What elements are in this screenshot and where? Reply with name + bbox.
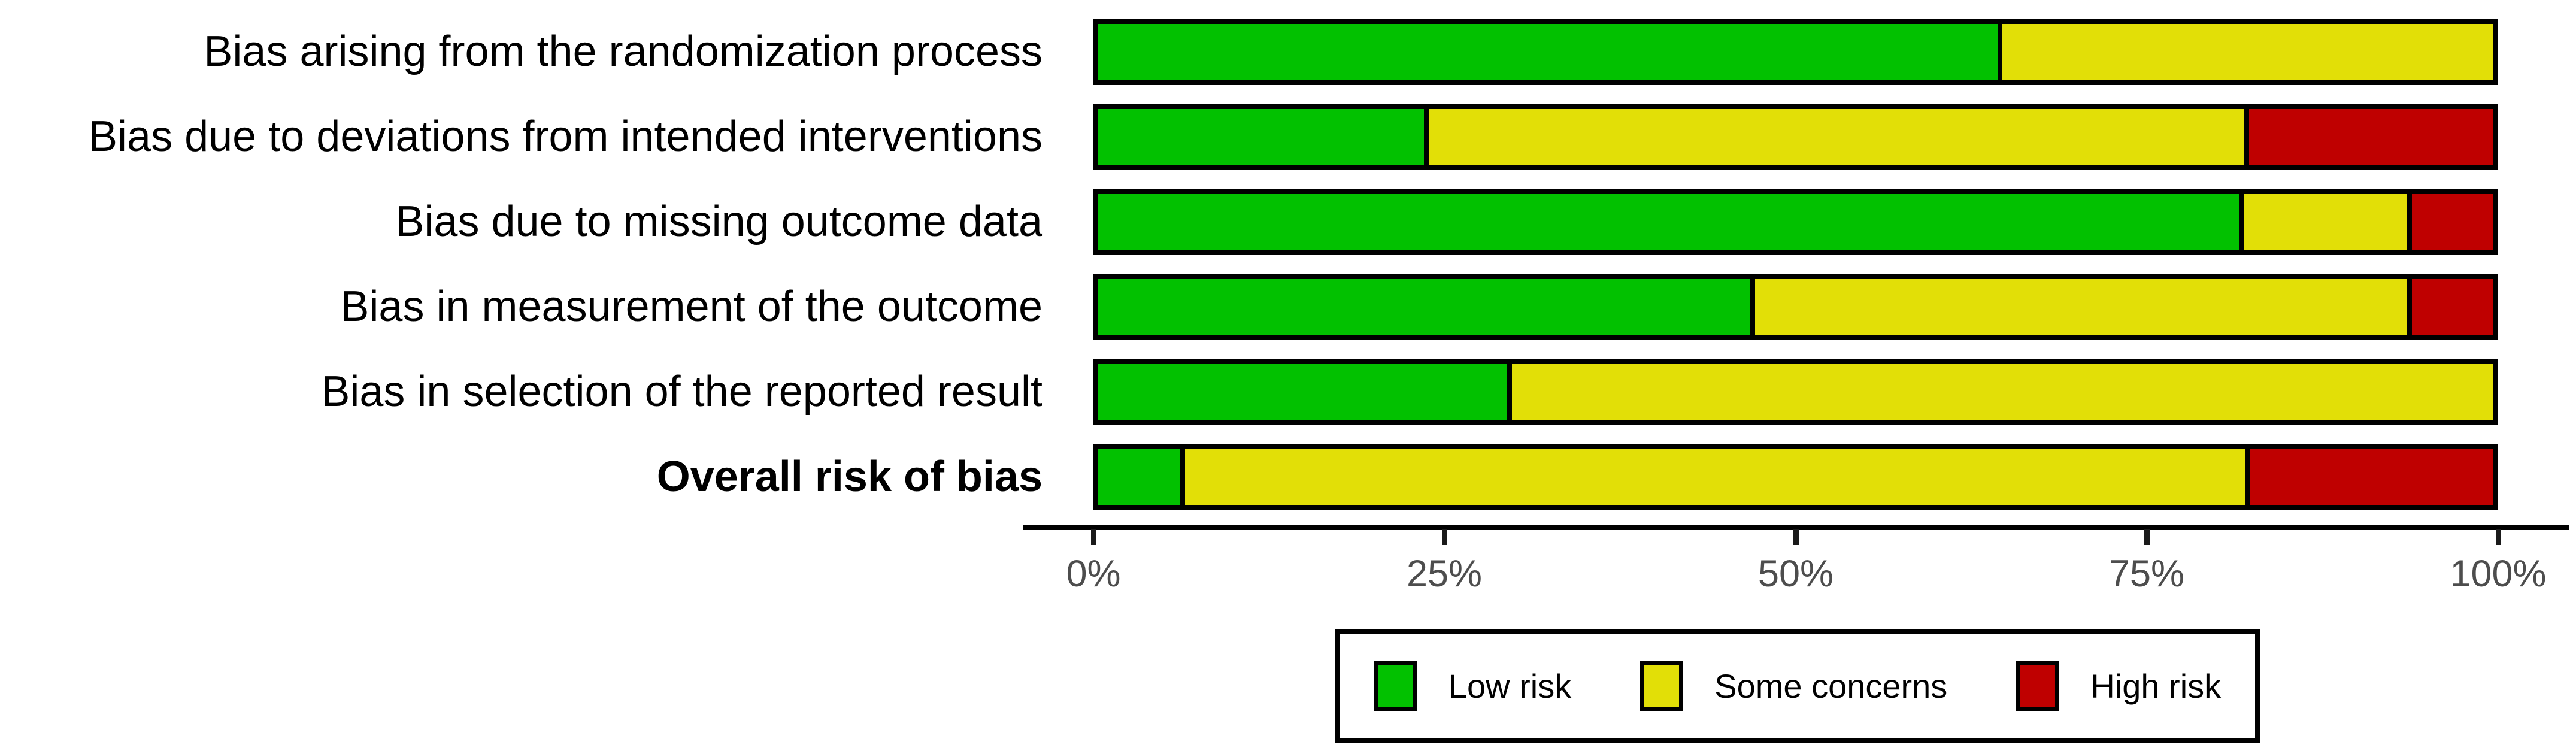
some-concerns-segment	[2238, 194, 2407, 250]
low-risk-segment	[1098, 109, 1425, 165]
high-risk-segment	[2407, 194, 2493, 250]
x-axis-line	[1023, 525, 2569, 530]
low-risk-segment	[1098, 279, 1750, 335]
bias-domain-row: Bias in measurement of the outcome	[0, 274, 2576, 340]
legend-item-low-risk: Low risk	[1374, 661, 1571, 711]
x-axis-tick	[2496, 529, 2501, 545]
bias-domain-label: Bias due to deviations from intended int…	[89, 113, 1042, 161]
some-concerns-segment	[1180, 449, 2245, 505]
stacked-bar	[1093, 19, 2498, 85]
low-risk-segment	[1098, 449, 1180, 505]
high-risk-swatch	[2016, 661, 2060, 711]
bias-domain-label: Bias due to missing outcome data	[395, 198, 1042, 246]
legend-label-low-risk: Low risk	[1448, 667, 1572, 705]
stacked-bar	[1093, 444, 2498, 510]
legend-item-high-risk: High risk	[2016, 661, 2221, 711]
bias-domain-label: Bias in selection of the reported result	[321, 368, 1042, 416]
legend-item-some-concerns: Some concerns	[1640, 661, 1947, 711]
stacked-bar	[1093, 104, 2498, 170]
stacked-bar	[1093, 189, 2498, 255]
high-risk-segment	[2244, 449, 2493, 505]
bias-domain-row: Bias arising from the randomization proc…	[0, 19, 2576, 85]
bar-plot-area: Bias arising from the randomization proc…	[0, 19, 2576, 529]
x-axis-tick	[1091, 529, 1096, 545]
x-axis-tick	[1793, 529, 1799, 545]
legend-box: Low risk Some concerns High risk	[1335, 629, 2260, 743]
x-axis-tick-label: 50%	[1757, 553, 1834, 595]
high-risk-segment	[2244, 109, 2493, 165]
bias-domain-label: Bias in measurement of the outcome	[340, 283, 1042, 331]
low-risk-segment	[1098, 364, 1507, 420]
low-risk-segment	[1098, 24, 1998, 80]
x-axis-tick	[2144, 529, 2150, 545]
low-risk-segment	[1098, 194, 2239, 250]
bias-domain-label: Bias arising from the randomization proc…	[204, 28, 1042, 76]
high-risk-segment	[2407, 279, 2494, 335]
x-axis-tick-label: 100%	[2450, 553, 2547, 595]
x-axis-tick-label: 25%	[1406, 553, 1483, 595]
overall-risk-label: Overall risk of bias	[656, 453, 1042, 501]
some-concerns-segment	[1507, 364, 2493, 420]
low-risk-swatch	[1374, 661, 1417, 711]
x-axis-tick	[1442, 529, 1447, 545]
some-concerns-swatch	[1640, 661, 1684, 711]
bias-domain-row: Bias due to deviations from intended int…	[0, 104, 2576, 170]
bias-domain-row: Bias in selection of the reported result	[0, 359, 2576, 425]
some-concerns-segment	[1750, 279, 2407, 335]
x-axis-tick-label: 75%	[2108, 553, 2185, 595]
legend-label-high-risk: High risk	[2090, 667, 2222, 705]
bias-domain-row: Overall risk of bias	[0, 444, 2576, 510]
bias-domain-row: Bias due to missing outcome data	[0, 189, 2576, 255]
some-concerns-segment	[1424, 109, 2245, 165]
legend-label-some-concerns: Some concerns	[1714, 667, 1948, 705]
stacked-bar	[1093, 274, 2498, 340]
stacked-bar	[1093, 359, 2498, 425]
x-axis-tick-label: 0%	[1066, 553, 1121, 595]
some-concerns-segment	[1998, 24, 2493, 80]
